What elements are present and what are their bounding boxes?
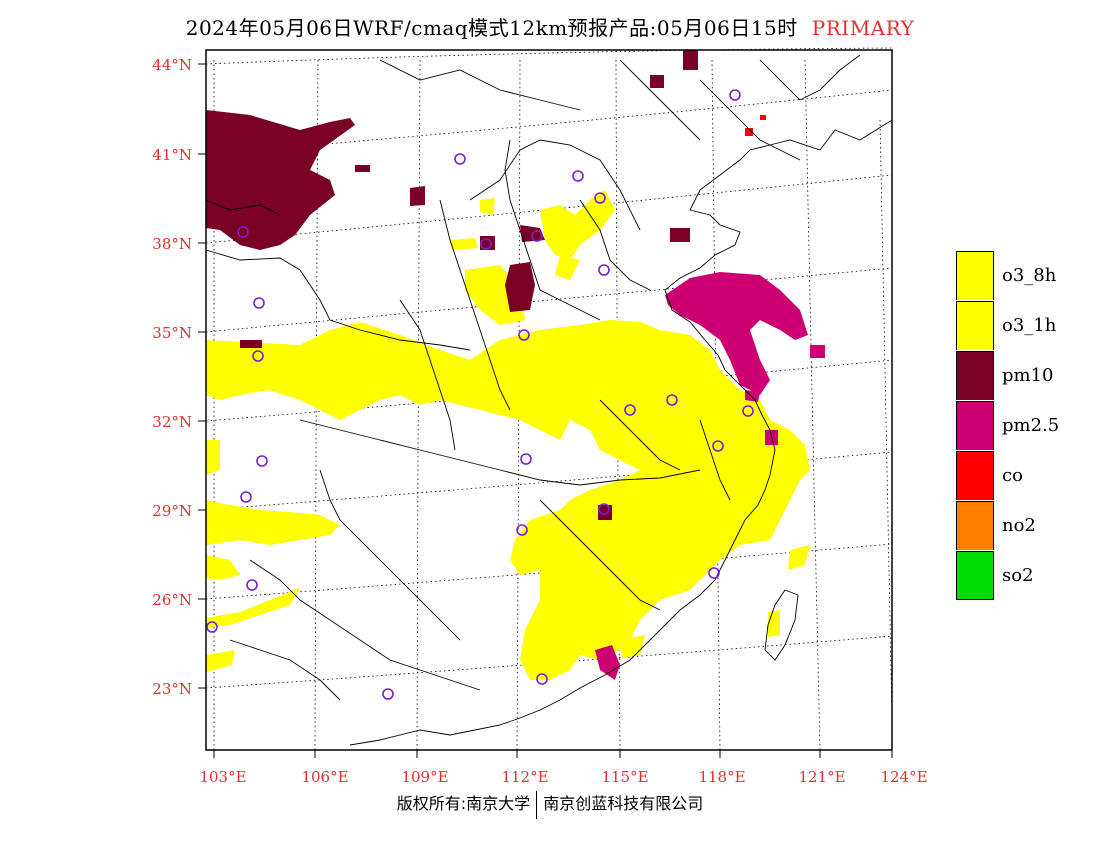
copyright-right: 南京创蓝科技有限公司 — [543, 794, 704, 813]
station-markers — [206, 89, 754, 700]
pollutant-legend: o3_8h o3_1h pm10 pm2.5 co no2 so2 — [956, 250, 1059, 600]
lat-label: 29°N — [152, 502, 192, 520]
lat-label: 23°N — [152, 680, 192, 698]
lon-label: 118°E — [698, 768, 745, 786]
legend-label: o3_1h — [1002, 314, 1057, 336]
latitude-labels: 44°N 41°N 38°N 35°N 32°N 29°N 26°N 23°N — [152, 56, 192, 698]
map-title: 2024年05月06日WRF/cmaq模式12km预报产品:05月06日15时 P… — [0, 12, 1100, 41]
footer-separator — [536, 790, 538, 819]
legend-swatch — [956, 300, 994, 350]
lat-label: 35°N — [152, 324, 192, 342]
lat-label: 44°N — [152, 56, 192, 74]
legend-swatch — [956, 350, 994, 400]
co-regions — [745, 115, 766, 136]
legend-label: pm10 — [1002, 364, 1054, 386]
lon-label: 115°E — [601, 768, 648, 786]
legend-item-so2: so2 — [956, 550, 1059, 600]
legend-item-co: co — [956, 450, 1059, 500]
legend-label: pm2.5 — [1002, 414, 1060, 436]
copyright-footer: 版权所有:南京大学 南京创蓝科技有限公司 — [0, 790, 1100, 819]
legend-swatch — [956, 250, 994, 300]
lat-label: 38°N — [152, 235, 192, 253]
lat-label: 41°N — [152, 146, 192, 164]
copyright-left: 版权所有:南京大学 — [396, 794, 531, 813]
lat-label: 26°N — [152, 591, 192, 609]
lon-label: 106°E — [301, 768, 348, 786]
axis-ticks — [198, 63, 893, 758]
legend-swatch — [956, 550, 994, 600]
longitude-labels: 103°E 106°E 109°E 112°E 115°E 118°E 121°… — [199, 768, 927, 786]
boundaries — [205, 54, 893, 746]
pm25-regions — [595, 272, 825, 680]
legend-label: no2 — [1002, 514, 1036, 536]
lon-label: 124°E — [880, 768, 927, 786]
map-frame — [205, 49, 893, 751]
lon-label: 103°E — [199, 768, 246, 786]
legend-swatch — [956, 400, 994, 450]
legend-label: so2 — [1002, 564, 1034, 586]
map-canvas — [205, 47, 893, 751]
pm10-regions — [206, 50, 698, 520]
lon-label: 121°E — [798, 768, 845, 786]
legend-item-o3-8h: o3_8h — [956, 250, 1059, 300]
legend-swatch — [956, 450, 994, 500]
legend-item-no2: no2 — [956, 500, 1059, 550]
map-title-text: 2024年05月06日WRF/cmaq模式12km预报产品:05月06日15时 — [185, 16, 798, 40]
legend-label: o3_8h — [1002, 264, 1057, 286]
legend-item-pm10: pm10 — [956, 350, 1059, 400]
legend-swatch — [956, 500, 994, 550]
primary-badge: PRIMARY — [811, 16, 915, 40]
lon-label: 112°E — [501, 768, 548, 786]
legend-item-pm25: pm2.5 — [956, 400, 1059, 450]
lat-label: 32°N — [152, 413, 192, 431]
legend-item-o3-1h: o3_1h — [956, 300, 1059, 350]
legend-label: co — [1002, 464, 1023, 486]
lon-label: 109°E — [401, 768, 448, 786]
